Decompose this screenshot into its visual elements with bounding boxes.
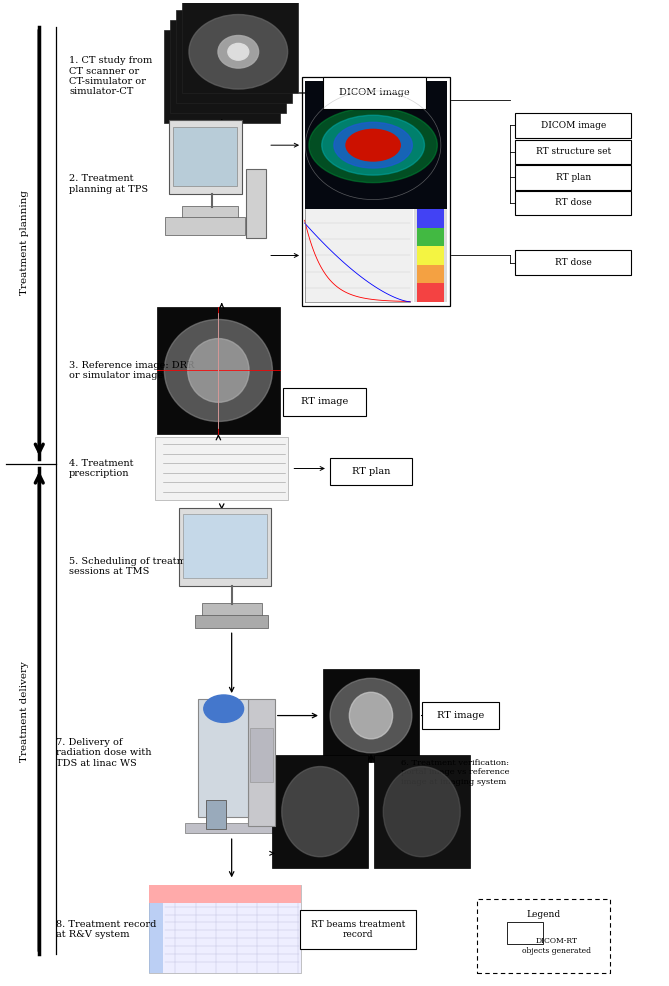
Bar: [182, 206, 238, 219]
Ellipse shape: [334, 122, 412, 168]
Bar: [302, 77, 450, 306]
Bar: [417, 228, 444, 246]
Bar: [417, 283, 444, 302]
Ellipse shape: [282, 766, 359, 857]
Bar: [149, 903, 163, 973]
Bar: [515, 113, 632, 138]
Text: DICOM image: DICOM image: [541, 121, 606, 130]
Text: RT image: RT image: [437, 711, 484, 720]
Bar: [183, 514, 267, 579]
Text: RT dose: RT dose: [555, 258, 591, 267]
Bar: [169, 120, 242, 194]
Text: Legend: Legend: [527, 910, 561, 919]
Ellipse shape: [383, 766, 460, 857]
Text: DICOM-RT
objects generated: DICOM-RT objects generated: [522, 938, 591, 954]
Text: RT dose: RT dose: [555, 198, 591, 207]
Text: RT image: RT image: [301, 397, 348, 406]
Bar: [250, 729, 273, 782]
Bar: [246, 170, 266, 238]
Bar: [304, 209, 413, 302]
Bar: [422, 702, 498, 730]
Bar: [323, 77, 425, 108]
Bar: [323, 669, 419, 762]
Ellipse shape: [188, 338, 249, 402]
Text: RT plan: RT plan: [556, 173, 591, 181]
Bar: [477, 899, 610, 973]
Bar: [155, 437, 288, 500]
Ellipse shape: [346, 129, 400, 161]
Text: Treatment planning: Treatment planning: [20, 190, 29, 296]
Ellipse shape: [189, 15, 288, 89]
Text: 4. Treatment
prescription: 4. Treatment prescription: [69, 458, 134, 478]
Text: 7. Delivery of
radiation dose with
TDS at linac WS: 7. Delivery of radiation dose with TDS a…: [56, 738, 151, 768]
Text: Treatment delivery: Treatment delivery: [20, 661, 29, 761]
Bar: [417, 209, 444, 228]
Bar: [157, 307, 280, 434]
Text: 3. Reference image: DRR
or simulator image: 3. Reference image: DRR or simulator ima…: [69, 361, 195, 381]
Text: 2. Treatment
planning at TPS: 2. Treatment planning at TPS: [69, 175, 149, 194]
Bar: [185, 823, 285, 833]
Text: RT plan: RT plan: [352, 467, 390, 476]
Bar: [515, 190, 632, 215]
Bar: [515, 250, 632, 275]
Ellipse shape: [309, 107, 438, 182]
Bar: [300, 910, 415, 949]
Bar: [175, 10, 292, 104]
Text: 1. CT study from
CT scanner or
CT-simulator or
simulator-CT: 1. CT study from CT scanner or CT-simula…: [69, 56, 153, 97]
Bar: [330, 458, 413, 485]
Text: DICOM image: DICOM image: [339, 89, 409, 98]
Bar: [202, 602, 262, 615]
Bar: [179, 508, 272, 586]
Bar: [415, 209, 448, 302]
Bar: [173, 127, 237, 186]
Ellipse shape: [228, 43, 249, 60]
Ellipse shape: [322, 115, 424, 176]
Bar: [283, 388, 366, 415]
Bar: [507, 923, 543, 944]
Bar: [248, 699, 275, 826]
Bar: [195, 614, 268, 628]
Text: 6. Treatment verification:
portal image vs reference
image at imaging system: 6. Treatment verification: portal image …: [401, 759, 509, 786]
Ellipse shape: [165, 319, 272, 421]
Bar: [374, 755, 470, 868]
Bar: [149, 885, 301, 903]
Text: Isodose distribution
superimposed on CT
images: Isodose distribution superimposed on CT …: [344, 89, 408, 106]
Text: RT structure set: RT structure set: [536, 147, 611, 157]
Ellipse shape: [349, 692, 393, 739]
Bar: [170, 20, 286, 113]
Bar: [417, 246, 444, 265]
Bar: [207, 800, 226, 829]
Text: 8. Treatment record
at R&V system: 8. Treatment record at R&V system: [56, 920, 157, 939]
Text: RT beams treatment
record: RT beams treatment record: [310, 920, 405, 939]
Bar: [199, 699, 248, 816]
Bar: [149, 885, 301, 973]
Bar: [304, 81, 448, 209]
Bar: [164, 30, 280, 123]
Ellipse shape: [218, 35, 259, 68]
Ellipse shape: [330, 678, 412, 753]
Ellipse shape: [204, 695, 244, 723]
Bar: [165, 218, 245, 235]
Bar: [181, 0, 298, 94]
Bar: [515, 165, 632, 189]
Bar: [272, 755, 369, 868]
Bar: [515, 140, 632, 164]
Bar: [417, 265, 444, 283]
Text: 5. Scheduling of treatment
sessions at TMS: 5. Scheduling of treatment sessions at T…: [69, 557, 202, 576]
